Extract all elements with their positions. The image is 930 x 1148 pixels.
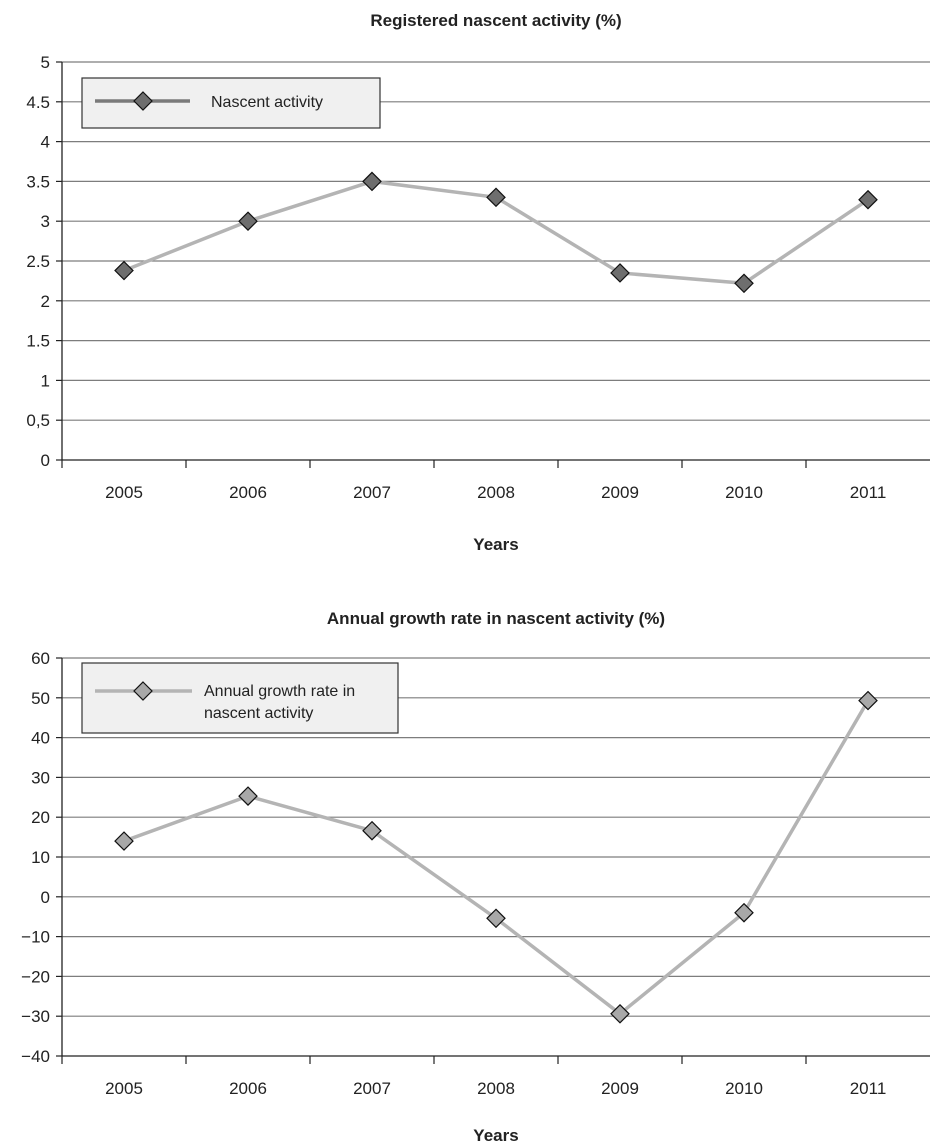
data-point [238, 786, 258, 806]
x-tick-label: 2011 [850, 483, 887, 502]
x-tick-label: 2006 [229, 1079, 267, 1098]
data-point [734, 273, 754, 294]
x-axis-label: Years [473, 1126, 518, 1145]
y-tick-label: 5 [41, 53, 50, 72]
x-tick-label: 2006 [229, 483, 267, 502]
y-tick-label: 3 [41, 212, 50, 231]
y-tick-label: 40 [31, 729, 50, 748]
legend-box [81, 662, 399, 734]
data-point [858, 690, 878, 711]
y-tick-label: 2 [41, 292, 50, 311]
y-tick-label: 10 [31, 848, 50, 867]
chart-title: Annual growth rate in nascent activity (… [327, 609, 665, 628]
y-tick-label: 0 [41, 451, 50, 470]
y-tick-label: 1.5 [26, 332, 50, 351]
x-tick-label: 2008 [477, 483, 515, 502]
y-tick-label: −20 [21, 967, 50, 986]
legend-label: nascent activity [204, 705, 313, 722]
data-point [858, 189, 878, 210]
data-point [486, 908, 506, 929]
y-tick-label: −40 [21, 1047, 50, 1066]
x-tick-label: 2007 [353, 483, 391, 502]
legend-marker [133, 91, 153, 111]
x-axis-label: Years [473, 535, 518, 554]
y-tick-label: 30 [31, 768, 50, 787]
x-tick-label: 2009 [601, 1079, 639, 1098]
legend-label: Nascent activity [211, 94, 323, 111]
chart-1: Registered nascent activity (%) 0 0,5 1 1.5 2… [26, 11, 930, 554]
data-point [238, 211, 258, 232]
x-tick-label: 2011 [850, 1079, 887, 1098]
y-tick-label: 60 [31, 649, 50, 668]
y-tick-label: 4 [41, 133, 50, 152]
y-tick-label: 1 [41, 371, 50, 390]
data-point [114, 831, 134, 851]
y-tick-label: −10 [21, 928, 50, 947]
y-tick-label: 50 [31, 689, 50, 708]
y-tick-label: 2.5 [26, 252, 50, 271]
x-tick-label: 2010 [725, 1079, 763, 1098]
legend-marker [133, 681, 153, 701]
data-point [486, 187, 506, 208]
x-tick-label: 2005 [105, 483, 143, 502]
x-tick-label: 2009 [601, 483, 639, 502]
legend-box [81, 77, 381, 129]
x-tick-label: 2010 [725, 483, 763, 502]
data-point [362, 171, 382, 192]
y-tick-label: 4.5 [26, 93, 50, 112]
y-tick-label: −30 [21, 1007, 50, 1026]
chart-title: Registered nascent activity (%) [370, 11, 621, 30]
data-point [610, 1003, 630, 1024]
data-point [610, 263, 630, 283]
data-point [114, 260, 134, 281]
y-tick-label: 3.5 [26, 172, 50, 191]
legend: Annual growth rate in nascent activity [81, 662, 399, 734]
legend: Nascent activity [81, 77, 381, 129]
legend-label: Annual growth rate in [204, 683, 355, 700]
x-tick-label: 2008 [477, 1079, 515, 1098]
y-tick-label: 20 [31, 808, 50, 827]
y-tick-label: 0 [41, 888, 50, 907]
x-tick-label: 2007 [353, 1079, 391, 1098]
data-point [362, 820, 382, 841]
chart-2: Annual growth rate in nascent activity (… [21, 609, 930, 1145]
x-tick-label: 2005 [105, 1079, 143, 1098]
y-tick-label: 0,5 [26, 411, 50, 430]
data-point [734, 902, 754, 923]
